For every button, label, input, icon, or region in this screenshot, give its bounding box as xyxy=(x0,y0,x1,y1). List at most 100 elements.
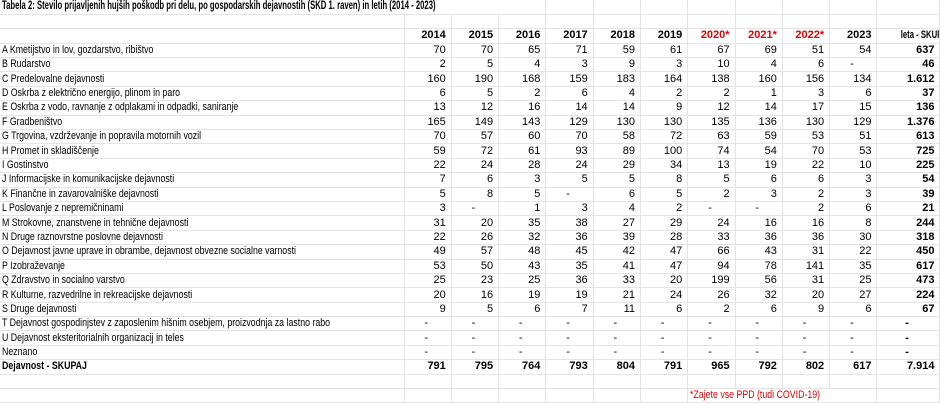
value-cell-text: 4 xyxy=(628,202,635,215)
value-cell: 136 xyxy=(735,115,783,131)
value-cell: 22 xyxy=(782,158,831,174)
total-row-label-cell: Dejavnost - SKUPAJ xyxy=(0,359,405,375)
value-cell-text: 3 xyxy=(534,173,541,186)
total-row-value-cell-text: 793 xyxy=(569,360,588,373)
value-cell-text: 3 xyxy=(581,58,588,71)
value-cell: 5 xyxy=(451,57,500,73)
value-cell-text: 22 xyxy=(811,158,825,171)
value-cell-text: 39 xyxy=(622,230,635,243)
category-header-cell xyxy=(0,28,405,44)
row-total-cell-text: 225 xyxy=(916,158,935,171)
value-cell: 22 xyxy=(404,158,452,174)
value-cell: 5 xyxy=(451,302,500,318)
value-cell-text: 130 xyxy=(616,115,635,128)
value-cell-text: 8 xyxy=(865,216,872,229)
value-cell-text: 6 xyxy=(439,87,446,100)
category-cell: S Druge dejavnosti xyxy=(0,302,405,318)
value-cell-text: 21 xyxy=(622,288,635,301)
row-total-cell-text: 613 xyxy=(916,130,935,143)
value-cell-text: 48 xyxy=(528,245,541,258)
table-row: A Kmetijstvo in lov, gozdarstvo, ribištv… xyxy=(0,43,940,59)
value-cell: 6 xyxy=(829,201,878,217)
empty-cell xyxy=(593,374,641,390)
value-cell: 30 xyxy=(829,230,878,246)
category-cell-text: G Trgovina, vzdrževanje in popravila mot… xyxy=(2,130,202,143)
value-cell: 16 xyxy=(498,100,547,116)
value-cell-text: 6 xyxy=(676,302,683,315)
total-row-label-cell-text: Dejavnost - SKUPAJ xyxy=(2,360,87,373)
table-row: N Druge raznovrstne poslovne dejavnosti 2… xyxy=(0,230,940,246)
value-cell: 6 xyxy=(829,302,878,318)
value-cell: - xyxy=(451,345,500,361)
value-cell: 27 xyxy=(593,215,641,231)
value-cell-text: 4 xyxy=(628,87,635,100)
value-cell-text: 33 xyxy=(717,230,730,243)
value-cell: 160 xyxy=(404,71,452,87)
value-cell: 61 xyxy=(498,143,547,159)
value-cell: 20 xyxy=(782,287,831,303)
value-cell: 71 xyxy=(545,43,594,59)
value-cell-text: 28 xyxy=(528,158,541,171)
value-cell-text: - xyxy=(424,346,428,359)
value-cell-text: 45 xyxy=(575,245,588,258)
value-cell-text: - xyxy=(708,331,712,344)
year-header-2019: 2019 xyxy=(640,28,689,44)
year-header-2023: 2023 xyxy=(829,28,878,44)
value-cell: 36 xyxy=(782,230,831,246)
value-cell: 65 xyxy=(498,43,547,59)
value-cell-text: 199 xyxy=(711,274,730,287)
value-cell-text: - xyxy=(660,346,665,359)
value-cell: 5 xyxy=(498,187,547,202)
category-cell: N Druge raznovrstne poslovne dejavnosti xyxy=(0,230,405,246)
table-row: B Rudarstvo 2 5 4 3 9 3 10 4 6-46 xyxy=(0,57,940,73)
value-cell: 2 xyxy=(782,187,831,202)
value-cell-text: 23 xyxy=(480,274,494,287)
value-cell-text: 72 xyxy=(480,144,494,157)
table-row: K Finančne in zavarovalniške dejavnosti 5… xyxy=(0,187,940,202)
empty-cell xyxy=(404,374,452,390)
value-cell: 4 xyxy=(593,201,641,217)
value-cell-text: 6 xyxy=(770,173,777,186)
value-cell: 10 xyxy=(829,158,878,174)
total-row-value-cell: 792 xyxy=(735,359,783,375)
value-cell: - xyxy=(735,345,783,361)
value-cell-text: 6 xyxy=(486,173,494,186)
value-cell: - xyxy=(687,316,736,332)
value-cell-text: 27 xyxy=(622,216,635,229)
category-cell: T Dejavnost gospodinjstev z zaposlenim h… xyxy=(0,316,405,332)
value-cell: 59 xyxy=(593,43,641,59)
value-cell-text: - xyxy=(755,202,760,215)
year-header-2022: 2022* xyxy=(782,28,831,44)
value-cell-text: - xyxy=(566,187,570,200)
value-cell-text: - xyxy=(755,317,760,330)
total-row-value-cell: 802 xyxy=(782,359,831,375)
value-cell: 168 xyxy=(498,71,547,87)
value-cell: - xyxy=(829,345,878,361)
year-header-2021-text: 2021* xyxy=(748,29,777,42)
table-row: L Poslovanje z nepremičninami 3 - 1 3 4 2 - - 2 6 2… xyxy=(0,201,940,217)
value-cell-text: 59 xyxy=(622,43,635,56)
total-row-value-cell-text: 791 xyxy=(427,360,446,373)
value-cell: 31 xyxy=(404,215,452,231)
value-cell-text: 34 xyxy=(670,158,683,171)
row-total-cell: 637 xyxy=(876,43,940,59)
empty-cell xyxy=(829,14,878,30)
row-total-cell: 54 xyxy=(876,172,940,188)
value-cell: 70 xyxy=(451,43,500,59)
value-cell-text: - xyxy=(518,317,523,330)
table-row: U Dejavnost eksteritorialnih organizacij… xyxy=(0,330,940,346)
value-cell-text: 71 xyxy=(575,43,588,56)
value-cell: - xyxy=(545,316,594,332)
empty-cell xyxy=(687,14,736,30)
value-cell-text: - xyxy=(518,346,523,359)
table-row: Q Zdravstvo in socialno varstvo 25 23 25 36 3… xyxy=(0,273,940,289)
value-cell-text: 136 xyxy=(758,115,777,128)
value-cell-text: 65 xyxy=(528,43,541,56)
value-cell: 94 xyxy=(687,259,736,274)
value-cell: 129 xyxy=(829,115,878,131)
value-cell-text: 47 xyxy=(670,259,683,272)
value-cell: 41 xyxy=(593,259,641,274)
row-total-cell-text: 54 xyxy=(922,173,935,186)
value-cell-text: 70 xyxy=(811,144,825,157)
category-cell: J Informacijske in komunikacijske dejavn… xyxy=(0,172,405,188)
